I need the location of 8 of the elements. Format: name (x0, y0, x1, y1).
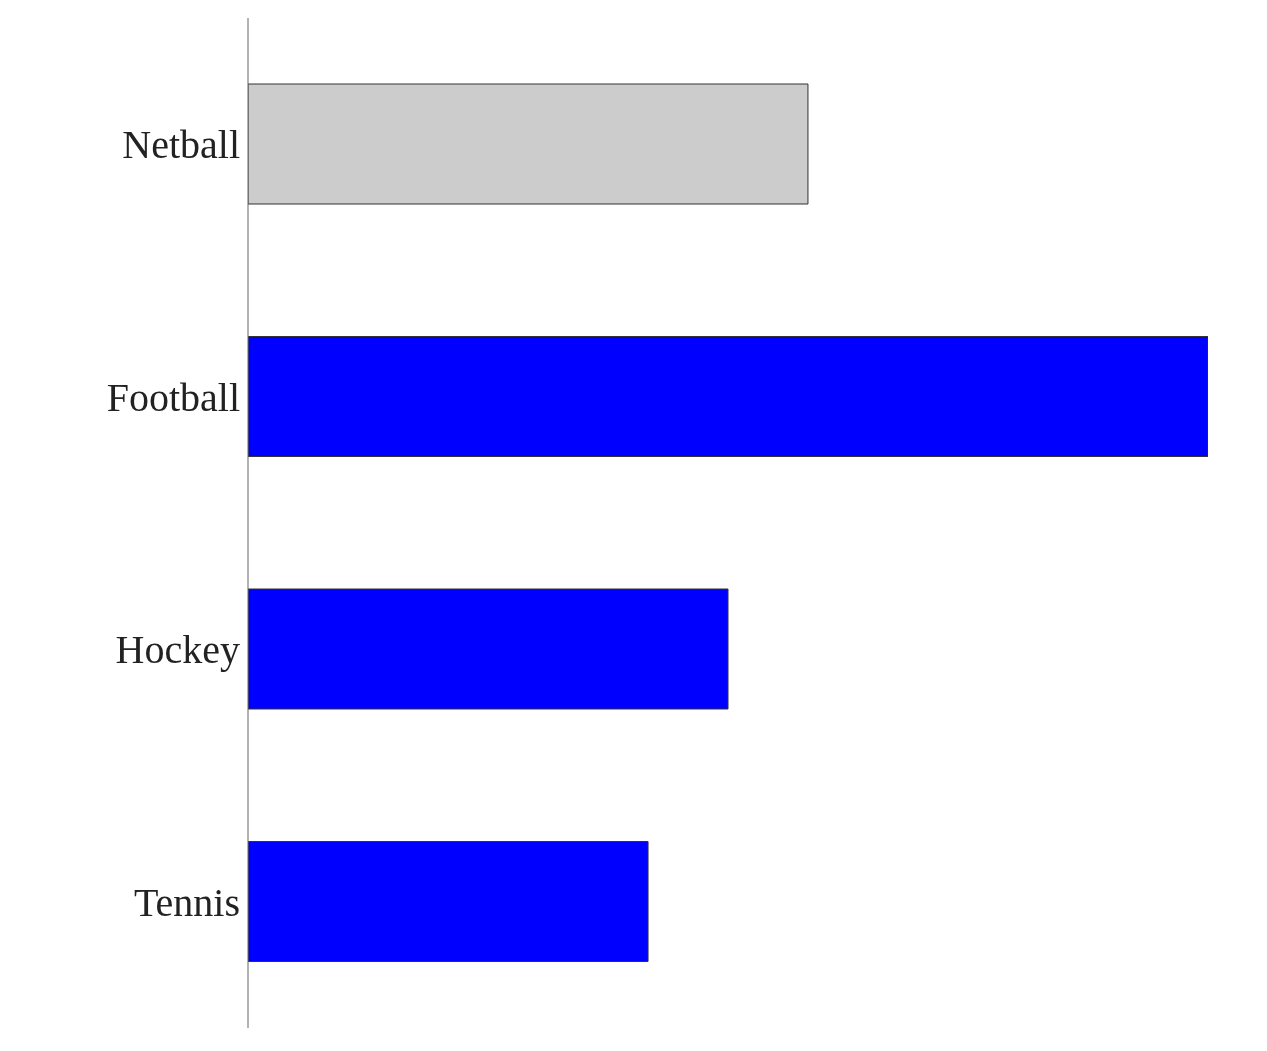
y-tick-label: Football (106, 374, 240, 420)
y-tick-label: Netball (122, 122, 240, 168)
bar (248, 841, 649, 962)
y-tick-label: Hockey (115, 627, 240, 673)
y-tick-label: Tennis (133, 879, 240, 925)
bar (248, 336, 1208, 457)
bar (248, 83, 809, 205)
bar (248, 588, 729, 710)
